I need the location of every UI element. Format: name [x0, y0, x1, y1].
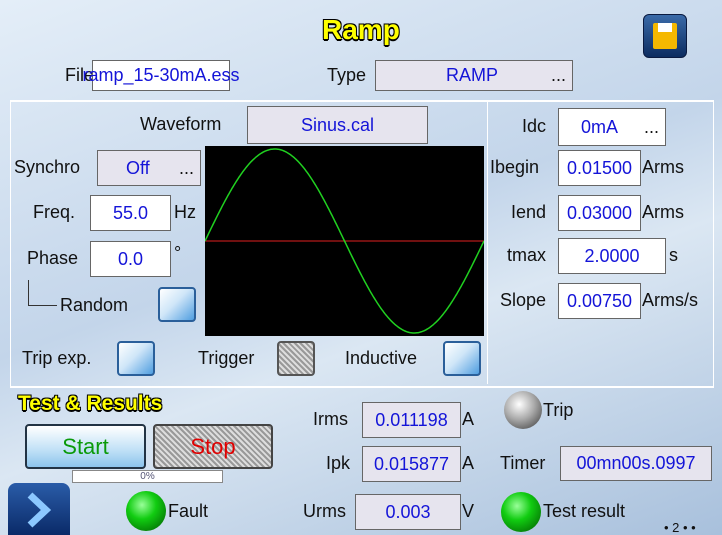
unit: s	[669, 245, 678, 265]
page-number: 2	[672, 520, 680, 535]
trigger-checkbox[interactable]	[277, 341, 315, 376]
more: ...	[550, 65, 566, 85]
type-field[interactable]: RAMP ...	[375, 60, 573, 91]
label: Trigger	[198, 348, 255, 368]
label: Ibegin	[490, 157, 540, 177]
tmax-field[interactable]: 2.0000	[558, 238, 666, 274]
synchro-field[interactable]: Off ...	[97, 150, 201, 186]
label: Irms	[313, 409, 348, 429]
label: Phase	[27, 248, 79, 268]
unit: Arms	[642, 202, 684, 222]
label: Waveform	[140, 114, 222, 134]
label: Freq.	[33, 202, 76, 222]
more: ...	[643, 116, 659, 137]
save-button[interactable]	[643, 14, 687, 58]
label: tmax	[507, 245, 547, 265]
label: Ipk	[326, 453, 351, 473]
inductive-checkbox[interactable]	[443, 341, 481, 376]
section-title: Test & Results	[18, 392, 163, 415]
divider	[487, 100, 488, 384]
page-indicator: • 2 • •	[664, 520, 696, 535]
title: Ramp	[322, 14, 400, 45]
unit: A	[462, 409, 475, 429]
ibegin-field[interactable]: 0.01500	[558, 150, 641, 186]
slope-field[interactable]: 0.00750	[558, 283, 641, 319]
idc-field[interactable]: 0mA ...	[558, 108, 666, 146]
freq-field[interactable]: 55.0	[90, 195, 171, 231]
start-button[interactable]: Start	[25, 424, 146, 469]
progress-bar: 0%	[72, 470, 223, 483]
fault-led	[126, 491, 166, 531]
label: Type	[327, 64, 367, 85]
label: File	[65, 64, 95, 85]
label: Fault	[168, 501, 209, 521]
trip-exp-checkbox[interactable]	[117, 341, 155, 376]
label: Trip exp.	[22, 348, 92, 368]
stop-button[interactable]: Stop	[153, 424, 273, 469]
panel	[10, 100, 714, 388]
value: 0mA	[581, 116, 619, 137]
label: Urms	[303, 501, 346, 521]
trip-led	[504, 391, 542, 429]
label: Trip	[543, 400, 574, 420]
label: Random	[60, 295, 129, 315]
iend-field[interactable]: 0.03000	[558, 195, 641, 231]
label: Test result	[543, 501, 626, 521]
value: RAMP	[446, 65, 499, 85]
unit: Arms	[642, 157, 684, 177]
file-field[interactable]: ramp_15-30mA.ess	[82, 60, 240, 91]
irms-field: 0.011198	[362, 402, 461, 438]
oscilloscope	[205, 146, 484, 336]
waveform-trace	[205, 148, 484, 334]
label: Inductive	[345, 348, 418, 368]
connector	[28, 280, 57, 306]
waveform-field[interactable]: Sinus.cal	[247, 106, 428, 144]
nav-button[interactable]	[8, 483, 70, 535]
ipk-field: 0.015877	[362, 446, 461, 482]
test-result-led	[501, 492, 541, 532]
unit: Arms/s	[642, 290, 698, 310]
label: Timer	[500, 453, 546, 473]
unit: Hz	[174, 202, 196, 222]
unit: V	[462, 501, 475, 521]
unit: A	[462, 453, 475, 473]
more: ...	[178, 157, 194, 178]
value: Off	[126, 157, 150, 178]
timer-field: 00mn00s.0997	[560, 446, 712, 481]
label: Synchro	[14, 157, 81, 177]
unit: °	[174, 243, 182, 263]
urms-field: 0.003	[355, 494, 461, 530]
phase-field[interactable]: 0.0	[90, 241, 171, 277]
random-checkbox[interactable]	[158, 287, 196, 322]
label: Iend	[511, 202, 547, 222]
label: Idc	[522, 116, 547, 136]
label: Slope	[500, 290, 547, 310]
